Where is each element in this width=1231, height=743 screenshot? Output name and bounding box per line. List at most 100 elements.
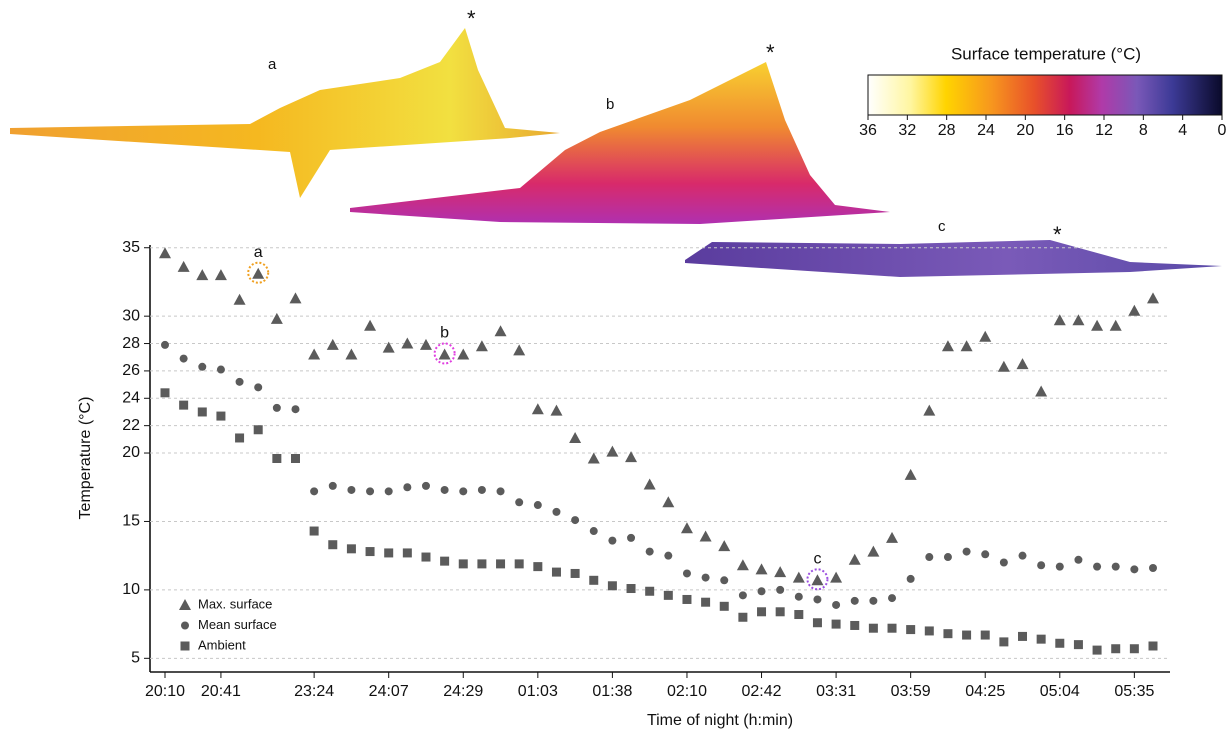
legend-marker: [181, 621, 189, 630]
square-point: [645, 586, 655, 596]
annotation-circle: [247, 261, 270, 284]
legend-label: Ambient: [198, 637, 246, 652]
x-tick-label: 05:35: [1114, 683, 1154, 700]
triangle-point: [1091, 319, 1104, 331]
circle-point: [161, 340, 169, 349]
inset-peak: *: [1053, 222, 1062, 247]
triangle-point: [606, 445, 619, 457]
triangle-point: [214, 269, 227, 281]
circle-point: [813, 595, 822, 604]
circle-point: [794, 592, 803, 601]
circle-point: [589, 527, 598, 536]
square-point: [663, 590, 673, 600]
square-point: [402, 548, 412, 558]
y-tick-label: 5: [131, 650, 140, 667]
triangle-point: [699, 530, 712, 542]
circle-point: [310, 487, 319, 496]
square-point: [179, 400, 189, 410]
triangle-point: [159, 247, 171, 259]
circle-point: [925, 553, 934, 562]
triangle-point: [494, 325, 507, 337]
colorbar-tick-label: 24: [977, 122, 995, 139]
circle-point: [571, 516, 580, 525]
triangle-point: [886, 531, 899, 543]
y-tick-label: 35: [122, 239, 140, 256]
x-tick-label: 24:07: [369, 683, 409, 700]
colorbar-tick-label: 8: [1139, 122, 1148, 139]
square-point: [850, 620, 860, 630]
x-tick-label: 02:42: [742, 683, 782, 700]
annotation-circle: [806, 568, 829, 591]
x-tick-label: 02:10: [667, 683, 707, 700]
x-tick-label: 20:10: [145, 683, 185, 700]
x-tick-label: 24:29: [443, 683, 483, 700]
square-point: [1036, 634, 1046, 644]
circle-point: [850, 596, 859, 605]
legend-marker: [180, 641, 190, 651]
circle-point: [533, 501, 542, 510]
circle-point: [869, 596, 878, 605]
inset-peak: *: [766, 40, 775, 65]
circle-point: [198, 362, 207, 371]
square-point: [906, 625, 916, 635]
square-point: [682, 594, 692, 604]
triangle-point: [979, 330, 992, 342]
square-point: [551, 567, 561, 577]
x-axis-label: Time of night (h:min): [647, 712, 793, 729]
circle-point: [757, 587, 766, 596]
circle-point: [720, 576, 729, 585]
legend-label: Max. surface: [198, 596, 272, 611]
triangle-point: [755, 563, 768, 575]
y-tick-label: 15: [122, 513, 140, 530]
square-point: [794, 610, 804, 620]
colorbar-tick-label: 28: [938, 122, 956, 139]
triangle-point: [196, 269, 209, 281]
triangle-point: [233, 293, 246, 305]
triangle-point: [1016, 358, 1029, 370]
square-point: [477, 559, 487, 569]
circle-point: [1018, 551, 1027, 560]
square-point: [812, 618, 822, 628]
square-point: [887, 623, 897, 633]
square-point: [272, 454, 282, 463]
square-point: [738, 612, 748, 622]
annotation-label: c: [813, 551, 821, 568]
circle-point: [366, 487, 375, 496]
circle-point: [645, 547, 654, 556]
circle-point: [515, 498, 524, 507]
triangle-point: [1072, 314, 1085, 326]
triangle-point: [1053, 314, 1066, 326]
circle-point: [1093, 562, 1102, 571]
inset-surface-c: [685, 240, 1222, 277]
square-point: [1148, 641, 1158, 651]
triangle-point: [792, 571, 805, 583]
square-point: [757, 607, 767, 617]
circle-point: [496, 487, 505, 496]
square-point: [626, 584, 636, 594]
annotation-label: a: [254, 244, 263, 261]
colorbar-tick-label: 12: [1095, 122, 1113, 139]
triangle-point: [1128, 304, 1141, 316]
circle-point: [272, 403, 281, 412]
triangle-point: [419, 338, 432, 350]
square-point: [1092, 645, 1102, 655]
colorbar: [867, 74, 1223, 116]
triangle-point: [587, 452, 600, 464]
square-point: [365, 547, 375, 557]
triangle-point: [904, 468, 917, 480]
triangle-point: [848, 553, 861, 565]
x-tick-label: 23:24: [294, 683, 334, 700]
square-point: [570, 568, 580, 578]
circle-point: [254, 383, 263, 392]
x-tick-label: 01:38: [592, 683, 632, 700]
square-point: [924, 626, 934, 636]
triangle-point: [550, 404, 563, 416]
circle-point: [888, 594, 897, 603]
triangle-point: [289, 292, 302, 304]
x-tick-label: 01:03: [518, 683, 558, 700]
x-tick-label: 05:04: [1040, 683, 1080, 700]
square-point: [421, 552, 431, 562]
circle-point: [981, 550, 990, 559]
